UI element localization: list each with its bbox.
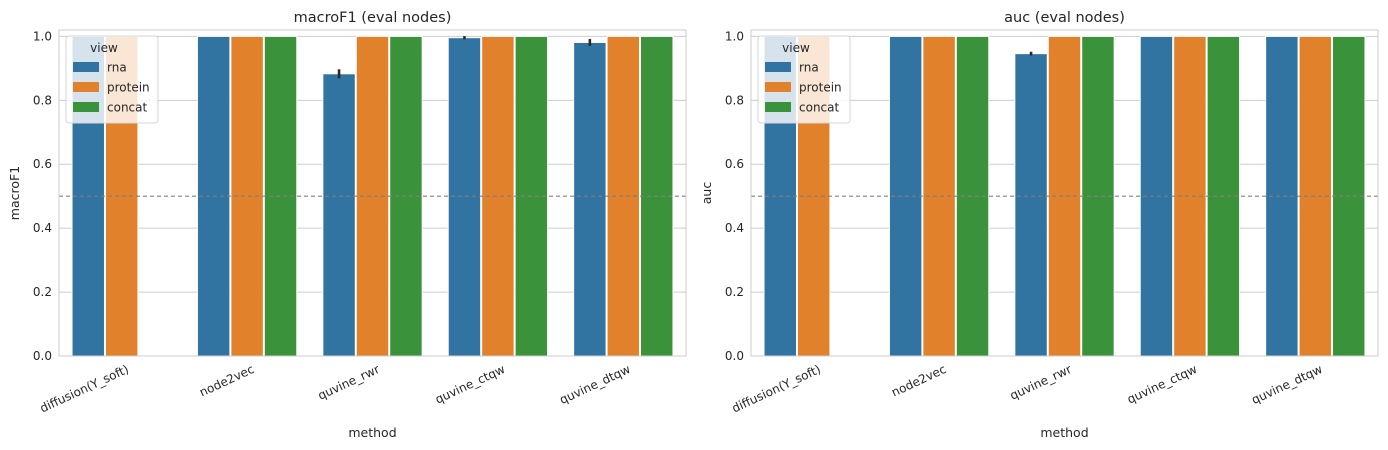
y-tick-label: 0.6 — [725, 157, 744, 171]
bar-rna-quvine_dtqw — [573, 41, 607, 357]
y-tick-label: 0.2 — [725, 285, 744, 299]
y-axis-label: auc — [699, 182, 714, 205]
x-tick-label: quvine_dtqw — [1249, 362, 1324, 407]
bar-rna-quvine_ctqw — [447, 37, 482, 357]
legend-title: view — [782, 41, 810, 55]
legend-label-protein: protein — [799, 81, 842, 95]
chart-panel-2: 0.0 0.2 0.4 0.6 0.8 1.0 diffusion(Y_soft) node2… — [699, 10, 1379, 440]
x-tick-label: node2vec — [889, 362, 948, 399]
y-tick-label: 0.4 — [33, 221, 52, 235]
legend-swatch-concat — [73, 102, 99, 112]
x-axis-label: method — [1040, 425, 1088, 440]
bar-rna-quvine_rwr — [322, 73, 356, 357]
legend-label-rna: rna — [107, 61, 127, 75]
x-tick-label: node2vec — [197, 362, 256, 399]
x-tick-label: quvine_dtqw — [557, 362, 632, 407]
legend-label-concat: concat — [799, 101, 839, 115]
bar-rna-quvine_rwr — [1014, 53, 1048, 357]
y-tick-label: 0.2 — [33, 285, 52, 299]
x-tick-label: quvine_rwr — [316, 362, 382, 403]
x-tick-label: quvine_rwr — [1008, 362, 1074, 403]
legend-box — [757, 35, 851, 124]
legend-swatch-rna — [765, 62, 791, 72]
legend-swatch-rna — [73, 62, 99, 72]
y-axis-label: macroF1 — [7, 166, 22, 220]
y-tick-label: 1.0 — [33, 29, 52, 43]
x-tick-label: quvine_ctqw — [433, 362, 507, 407]
legend-box — [65, 35, 159, 124]
legend-title: view — [90, 41, 118, 55]
legend-swatch-protein — [73, 82, 99, 92]
legend-swatch-protein — [765, 82, 791, 92]
y-tick-label: 0.0 — [725, 349, 744, 363]
legend-swatch-concat — [765, 102, 791, 112]
y-tick-label: 1.0 — [725, 29, 744, 43]
plot-frame — [58, 29, 687, 357]
chart-title: auc (eval nodes) — [1004, 10, 1125, 26]
legend: view rna protein concat — [757, 35, 851, 124]
legend-label-protein: protein — [107, 81, 150, 95]
chart-panel-1: 0.0 0.2 0.4 0.6 0.8 1.0 diffusion(Y_soft) node2… — [7, 10, 687, 440]
x-tick-label: quvine_ctqw — [1125, 362, 1199, 407]
chart-title: macroF1 (eval nodes) — [294, 10, 452, 26]
y-tick-label: 0.8 — [725, 93, 744, 107]
plot-frame — [750, 29, 1379, 357]
x-tick-label: diffusion(Y_soft) — [730, 362, 823, 415]
legend: view rna protein concat — [65, 35, 159, 124]
x-axis-label: method — [348, 425, 396, 440]
legend-label-rna: rna — [799, 61, 819, 75]
x-tick-label: diffusion(Y_soft) — [38, 362, 131, 415]
legend-label-concat: concat — [107, 101, 147, 115]
y-tick-label: 0.4 — [725, 221, 744, 235]
y-tick-label: 0.8 — [33, 93, 52, 107]
y-tick-label: 0.0 — [33, 349, 52, 363]
y-tick-label: 0.6 — [33, 157, 52, 171]
